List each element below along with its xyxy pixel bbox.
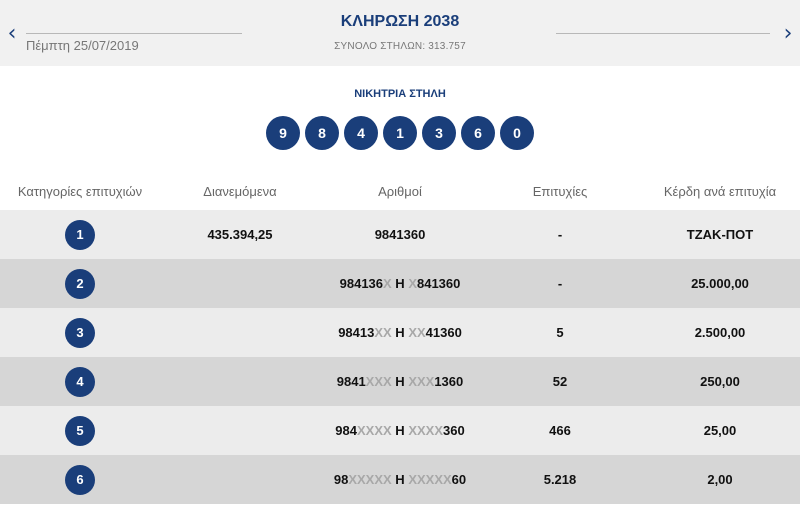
distributed-cell	[160, 406, 320, 455]
winning-column-label: ΝΙΚΗΤΡΙΑ ΣΤΗΛΗ	[354, 88, 446, 100]
table-row: 5 984 XXXX Η XXXX 360 466 25,00	[0, 406, 800, 455]
prize-cell: 250,00	[700, 374, 740, 389]
numbers-prefix: 98	[333, 472, 349, 487]
wins-cell: -	[557, 276, 563, 291]
header-numbers: Αριθμοί	[378, 184, 422, 199]
table-row: 2 984136 X Η X 841360-25.000,00	[0, 259, 800, 308]
divider	[556, 33, 770, 34]
header-distributed: Διανεμόμενα	[203, 184, 277, 199]
prize-cell: 2.500,00	[694, 325, 746, 340]
prize-cell: 2,00	[707, 472, 733, 487]
table-row: 1 435.394,25 9841360 - ΤΖΑΚ-ΠΟΤ	[0, 210, 800, 259]
prize-cell: 25,00	[703, 423, 737, 438]
draw-title: ΚΛΗΡΩΣΗ 2038	[340, 13, 460, 30]
numbers-prefix: 984136	[339, 276, 384, 291]
table-row: 4 9841 XXX Η XXX 1360 52 250,00	[0, 357, 800, 406]
wins-cell: 5.218	[543, 472, 577, 487]
results-table: Κατηγορίες επιτυχιών Διανεμόμενα Αριθμοί…	[0, 174, 800, 504]
numbers-suffix: 41360	[425, 325, 462, 340]
wins-cell: 5	[556, 325, 564, 340]
numbers-cell: 9841 XXX Η XXX 1360	[320, 357, 480, 406]
masked-digits: XXXXX	[408, 472, 452, 487]
distributed-cell: 435.394,25	[207, 227, 273, 242]
numbers-cell: 984136 X Η X 841360	[320, 259, 480, 308]
category-number: 6	[65, 464, 95, 495]
masked-digits: XX	[374, 325, 392, 340]
winning-number-ball: 6	[461, 116, 495, 150]
masked-digits: XXX	[365, 374, 392, 389]
table-row: 3 98413 XX Η XX 41360 5 2.500,00	[0, 308, 800, 357]
table-header: Κατηγορίες επιτυχιών Διανεμόμενα Αριθμοί…	[0, 174, 800, 210]
header-categories: Κατηγορίες επιτυχιών	[17, 184, 143, 199]
distributed-cell	[160, 455, 320, 504]
category-cell: 5	[0, 406, 160, 455]
table-row: 6 98 XXXXX Η XXXXX 60 5.218 2,00	[0, 455, 800, 504]
prize-cell: 25.000,00	[691, 276, 749, 291]
wins-cell: 466	[549, 423, 571, 438]
numbers-cell: 98 XXXXX Η XXXXX 60	[320, 455, 480, 504]
category-cell: 4	[0, 357, 160, 406]
numbers-prefix: 9841360	[374, 227, 426, 242]
category-number: 3	[65, 317, 95, 348]
winning-number-ball: 1	[383, 116, 417, 150]
winning-number-ball: 4	[344, 116, 378, 150]
numbers-cell: 98413 XX Η XX 41360	[320, 308, 480, 357]
or-separator: Η	[391, 423, 409, 438]
numbers-suffix: 841360	[416, 276, 461, 291]
category-cell: 3	[0, 308, 160, 357]
masked-digits: XXXXX	[348, 472, 392, 487]
category-cell: 6	[0, 455, 160, 504]
or-separator: Η	[391, 472, 409, 487]
winning-number-ball: 0	[500, 116, 534, 150]
numbers-suffix: 60	[451, 472, 467, 487]
draw-header: ‹ Πέμπτη 25/07/2019 ΚΛΗΡΩΣΗ 2038 ΣΥΝΟΛΟ …	[0, 0, 800, 66]
header-prize: Κέρδη ανά επιτυχία	[663, 184, 777, 199]
category-cell: 2	[0, 259, 160, 308]
or-separator: Η	[391, 276, 409, 291]
masked-digits: X	[408, 276, 417, 291]
divider	[26, 33, 242, 34]
category-number: 2	[65, 268, 95, 299]
winning-number-ball: 3	[422, 116, 456, 150]
winning-number-ball: 8	[305, 116, 339, 150]
numbers-prefix: 98413	[338, 325, 375, 340]
numbers-prefix: 9841	[336, 374, 366, 389]
category-cell: 1	[0, 210, 160, 259]
total-columns: ΣΥΝΟΛΟ ΣΤΗΛΩΝ: 313.757	[334, 41, 466, 52]
category-number: 5	[65, 415, 95, 446]
chevron-right-icon[interactable]: ›	[783, 21, 793, 46]
numbers-suffix: 1360	[434, 374, 464, 389]
numbers-cell: 984 XXXX Η XXXX 360	[320, 406, 480, 455]
masked-digits: XXXX	[357, 423, 392, 438]
prize-cell: ΤΖΑΚ-ΠΟΤ	[686, 227, 754, 242]
category-number: 1	[65, 219, 95, 250]
numbers-prefix: 984	[335, 423, 357, 438]
wins-cell: 52	[552, 374, 568, 389]
category-number: 4	[65, 366, 95, 397]
draw-date: Πέμπτη 25/07/2019	[26, 38, 139, 53]
distributed-cell	[160, 308, 320, 357]
masked-digits: XX	[408, 325, 426, 340]
or-separator: Η	[391, 374, 409, 389]
chevron-left-icon[interactable]: ‹	[7, 21, 17, 46]
numbers-suffix: 360	[443, 423, 465, 438]
distributed-cell	[160, 357, 320, 406]
wins-cell: -	[557, 227, 563, 242]
or-separator: Η	[391, 325, 409, 340]
masked-digits: X	[383, 276, 392, 291]
distributed-cell	[160, 259, 320, 308]
header-wins: Επιτυχίες	[532, 184, 588, 199]
masked-digits: XXXX	[408, 423, 443, 438]
numbers-cell: 9841360	[320, 210, 480, 259]
winning-number-ball: 9	[266, 116, 300, 150]
masked-digits: XXX	[408, 374, 435, 389]
